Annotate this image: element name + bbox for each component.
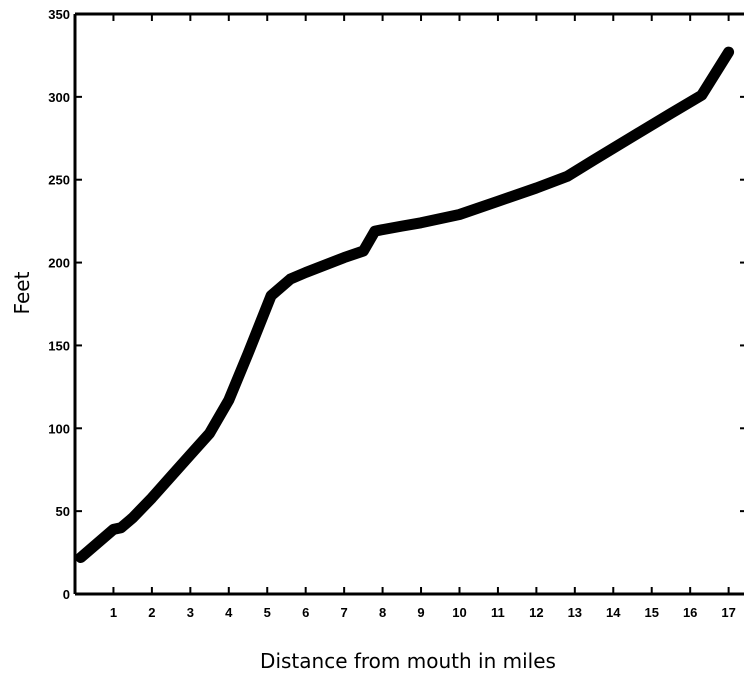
y-tick-label: 150	[48, 338, 70, 353]
y-axis-ticks: 0 50 100 150 200 250 300 350	[48, 7, 744, 602]
x-tick-label: 8	[379, 605, 386, 620]
x-tick-label: 6	[302, 605, 309, 620]
x-tick-label: 9	[417, 605, 424, 620]
y-axis-label: Feet	[10, 271, 34, 314]
x-tick-label: 13	[568, 605, 582, 620]
x-tick-label: 15	[644, 605, 658, 620]
y-tick-label: 50	[56, 504, 70, 519]
x-tick-label: 11	[491, 605, 505, 620]
y-tick-label: 100	[48, 421, 70, 436]
x-axis-ticks: 1 2 3 4 5 6 7 8 9 10 11 12 13 14 15 16 17	[110, 14, 736, 620]
y-tick-label: 250	[48, 173, 70, 188]
plot-frame	[73, 12, 744, 596]
x-tick-label: 16	[683, 605, 697, 620]
series-group	[75, 46, 735, 563]
x-tick-label: 4	[225, 605, 233, 620]
x-tick-label: 10	[452, 605, 466, 620]
x-axis-label: Distance from mouth in miles	[260, 649, 556, 673]
y-tick-label: 300	[48, 90, 70, 105]
series-line	[75, 46, 735, 563]
x-tick-label: 3	[187, 605, 194, 620]
x-tick-label: 2	[148, 605, 155, 620]
x-tick-label: 17	[721, 605, 735, 620]
x-tick-label: 1	[110, 605, 117, 620]
y-tick-label: 200	[48, 256, 70, 271]
x-tick-label: 7	[341, 605, 348, 620]
x-tick-label: 5	[264, 605, 271, 620]
x-tick-label: 12	[529, 605, 543, 620]
y-tick-label: 0	[63, 587, 70, 602]
x-tick-label: 14	[606, 605, 621, 620]
y-tick-label: 350	[48, 7, 70, 22]
